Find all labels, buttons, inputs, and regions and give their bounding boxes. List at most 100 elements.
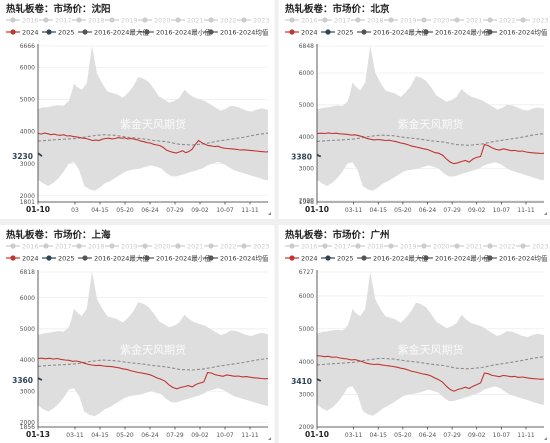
legend-marker	[43, 243, 49, 249]
legend-item-2019[interactable]: 2019	[105, 17, 138, 25]
legend-item-avg[interactable]: 2016-2024均值	[483, 28, 548, 37]
legend-item-2025[interactable]: 2025	[42, 255, 75, 263]
legend-label: 2020	[433, 17, 450, 25]
legend-item-2017[interactable]: 2017	[318, 243, 351, 251]
legend-item-2021[interactable]: 2021	[171, 243, 204, 251]
legend-label: 2025	[337, 255, 354, 263]
legend-item-2023[interactable]: 2023	[516, 17, 549, 25]
legend-marker	[109, 243, 115, 249]
y-tick-label: 3000	[299, 392, 314, 399]
legend-label: 2024	[22, 255, 39, 263]
chart-title: 热轧板卷：市场价：沈阳	[6, 3, 111, 15]
resize-handle-icon[interactable]	[268, 437, 271, 440]
legend-item-avg[interactable]: 2016-2024均值	[204, 254, 269, 263]
legend-item-2016[interactable]: 2016	[6, 243, 39, 251]
legend-marker	[289, 243, 295, 249]
series-2024-line	[316, 355, 545, 392]
legend-label: 2016-2024最大值	[94, 254, 149, 263]
legend-label: 2023	[253, 243, 270, 251]
legend-item-2022[interactable]: 2022	[204, 243, 237, 251]
legend-item-2020[interactable]: 2020	[417, 17, 450, 25]
legend-item-avg[interactable]: 2016-2024均值	[483, 254, 548, 263]
y-tick-label: 3000	[20, 161, 35, 168]
legend-item-2024[interactable]: 2024	[285, 255, 318, 263]
resize-handle-icon[interactable]	[544, 437, 547, 440]
legend-item-2021[interactable]: 2021	[450, 17, 483, 25]
legend-marker	[487, 243, 493, 249]
legend-item-max[interactable]: 2016-2024最大值	[357, 254, 428, 263]
legend-item-2016[interactable]: 2016	[6, 17, 39, 25]
legend-item-min[interactable]: 2016-2024最小值	[140, 28, 211, 37]
legend-item-2016[interactable]: 2016	[285, 243, 318, 251]
x-tick-label: 03	[71, 207, 79, 214]
x-tick-label: 10-07	[216, 207, 234, 214]
legend-item-2019[interactable]: 2019	[384, 17, 417, 25]
legend-item-2022[interactable]: 2022	[483, 17, 516, 25]
x-tick-label: 06-24	[141, 207, 159, 214]
legend-item-2024[interactable]: 2024	[285, 29, 318, 37]
legend-item-2025[interactable]: 2025	[321, 255, 354, 263]
legend-marker	[421, 243, 427, 249]
legend-item-min[interactable]: 2016-2024最小值	[140, 254, 211, 263]
legend-item-2022[interactable]: 2022	[204, 17, 237, 25]
series-2025-line	[316, 153, 322, 158]
legend-marker	[355, 17, 361, 23]
legend-item-min[interactable]: 2016-2024最小值	[419, 254, 490, 263]
legend-marker	[76, 17, 82, 23]
y-tick-label: 5000	[20, 97, 35, 104]
legend-label: 2020	[433, 243, 450, 251]
legend-label: 2016-2024最小值	[156, 254, 211, 263]
x-tick-label: 10-07	[493, 432, 511, 439]
legend-item-2024[interactable]: 2024	[6, 29, 39, 37]
legend-label: 2016	[22, 17, 39, 25]
legend-label: 2016-2024最小值	[435, 254, 490, 263]
legend-item-min[interactable]: 2016-2024最小值	[419, 28, 490, 37]
legend-item-2018[interactable]: 2018	[72, 243, 105, 251]
legend-item-2016[interactable]: 2016	[285, 17, 318, 25]
legend-item-2023[interactable]: 2023	[516, 243, 549, 251]
legend-marker	[355, 243, 361, 249]
legend-item-2017[interactable]: 2017	[39, 243, 72, 251]
legend-marker	[82, 29, 88, 35]
legend-item-2023[interactable]: 2023	[237, 17, 270, 25]
legend-item-2019[interactable]: 2019	[105, 243, 138, 251]
legend-label: 2025	[337, 29, 354, 37]
x-tick-label: 04-15	[370, 432, 388, 439]
legend-label: 2022	[220, 17, 237, 25]
legend-item-avg[interactable]: 2016-2024均值	[204, 28, 269, 37]
legend-marker	[10, 243, 16, 249]
legend-marker	[208, 17, 214, 23]
legend-item-2018[interactable]: 2018	[351, 243, 384, 251]
legend-item-max[interactable]: 2016-2024最大值	[78, 28, 149, 37]
legend-label: 2016	[22, 243, 39, 251]
legend-item-2020[interactable]: 2020	[138, 243, 171, 251]
legend-item-2022[interactable]: 2022	[483, 243, 516, 251]
legend-item-2018[interactable]: 2018	[72, 17, 105, 25]
x-tick-label: 05-20	[394, 432, 412, 439]
legend-item-2017[interactable]: 2017	[318, 17, 351, 25]
legend-item-2020[interactable]: 2020	[417, 243, 450, 251]
legend-item-2025[interactable]: 2025	[321, 29, 354, 37]
legend-item-2021[interactable]: 2021	[171, 17, 204, 25]
legend-item-2020[interactable]: 2020	[138, 17, 171, 25]
legend-item-2021[interactable]: 2021	[450, 243, 483, 251]
watermark: 紫金天风期货	[398, 343, 464, 357]
y-tick-label: 4000	[20, 357, 35, 364]
legend-item-max[interactable]: 2016-2024最大值	[357, 28, 428, 37]
legend-item-max[interactable]: 2016-2024最大值	[78, 254, 149, 263]
legend-label: 2016-2024均值	[220, 254, 269, 263]
legend-item-2017[interactable]: 2017	[39, 17, 72, 25]
legend-label: 2016-2024均值	[499, 254, 548, 263]
legend-label: 2016-2024均值	[220, 28, 269, 37]
legend-item-2024[interactable]: 2024	[6, 255, 39, 263]
resize-handle-icon[interactable]	[268, 212, 271, 215]
x-tick-label: 09-02	[468, 207, 486, 214]
legend-item-2019[interactable]: 2019	[384, 243, 417, 251]
resize-handle-icon[interactable]	[544, 212, 547, 215]
chart-panel-3: 热轧板卷：市场价：上海 2016 2017 2018 2019 2020 2021 2022 2…	[6, 229, 271, 440]
legend-item-2025[interactable]: 2025	[42, 29, 75, 37]
watermark: 紫金天风期货	[120, 117, 186, 131]
legend-item-2018[interactable]: 2018	[351, 17, 384, 25]
legend-label: 2020	[154, 243, 171, 251]
legend-item-2023[interactable]: 2023	[237, 243, 270, 251]
